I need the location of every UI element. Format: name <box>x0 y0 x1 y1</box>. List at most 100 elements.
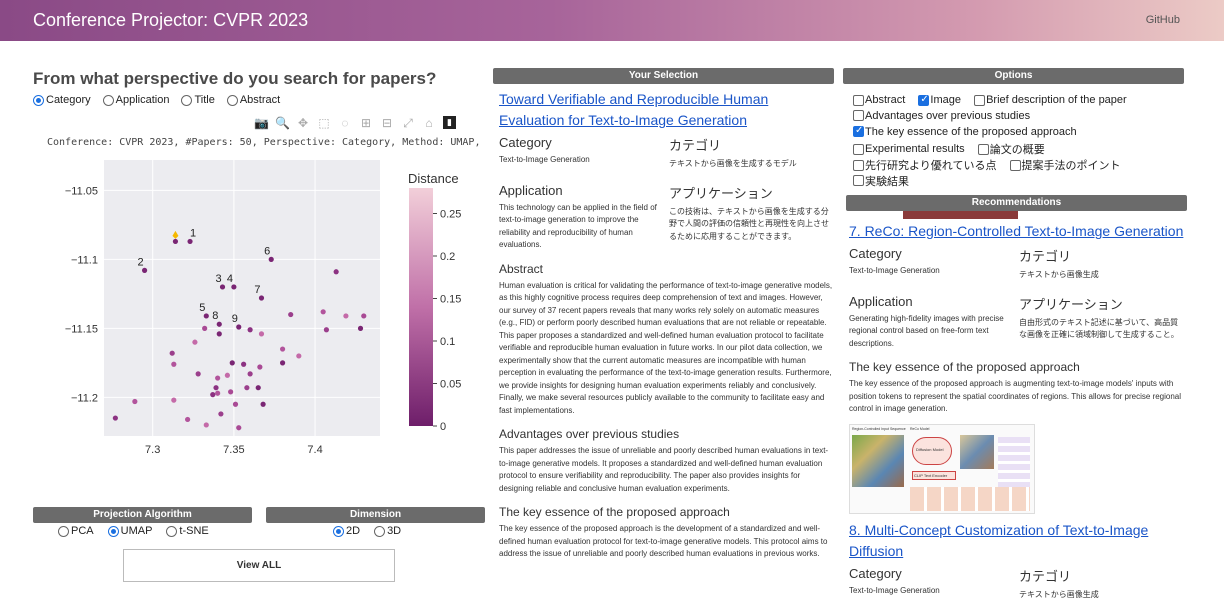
data-point[interactable] <box>323 327 330 333</box>
data-point[interactable] <box>296 353 302 359</box>
checkbox-box[interactable] <box>974 94 986 106</box>
labeled-data-point[interactable] <box>187 238 193 245</box>
data-point[interactable] <box>171 397 177 403</box>
box-select-icon[interactable]: ⬚ <box>318 116 330 130</box>
option-image-checkbox[interactable]: Image <box>918 94 961 106</box>
perspective-title-radio[interactable]: Title <box>181 94 215 106</box>
scatter-plot[interactable]: −11.05 −11.1 −11.15 −11.2 7.3 7.35 7.4 1 2 3 4 5 6… <box>0 158 470 458</box>
option-results-jp-checkbox[interactable]: 実験結果 <box>853 173 909 189</box>
data-point[interactable] <box>218 411 224 417</box>
checkbox-box[interactable] <box>1009 159 1021 171</box>
option-key-points-jp-checkbox[interactable]: 提案手法のポイント <box>1009 157 1121 173</box>
data-point[interactable] <box>288 311 294 318</box>
lasso-icon[interactable]: ◌ <box>341 116 349 130</box>
projection-pca-radio[interactable]: PCA <box>58 525 94 537</box>
autoscale-icon[interactable]: ⤢ <box>403 116 413 130</box>
checkbox-box[interactable] <box>853 175 864 187</box>
checkbox-box[interactable] <box>853 110 864 122</box>
recommendation-title[interactable]: 8. Multi-Concept Customization of Text-t… <box>849 521 1149 559</box>
data-point[interactable] <box>247 327 253 333</box>
data-point[interactable] <box>241 361 247 367</box>
zoom-out-icon[interactable]: ⊟ <box>381 116 393 130</box>
data-point[interactable] <box>244 385 250 391</box>
labeled-data-point[interactable] <box>219 284 226 290</box>
zoom-icon[interactable]: 🔍 <box>275 116 290 130</box>
pan-icon[interactable]: ✥ <box>297 116 309 130</box>
plotly-logo-icon[interactable]: ▮ <box>443 116 456 129</box>
projection-umap-radio[interactable]: UMAP <box>107 525 152 537</box>
radio-dot[interactable] <box>374 525 386 537</box>
data-point[interactable] <box>228 389 234 395</box>
data-point[interactable] <box>216 331 222 337</box>
data-point[interactable] <box>232 401 239 407</box>
checkbox-box[interactable] <box>853 143 864 155</box>
selected-point-marker[interactable] <box>172 230 179 239</box>
projection-tsne-radio[interactable]: t-SNE <box>166 525 209 537</box>
data-point[interactable] <box>213 385 219 391</box>
radio-dot[interactable] <box>166 525 178 537</box>
data-point[interactable] <box>195 371 201 377</box>
data-points[interactable] <box>112 230 367 431</box>
plot-area[interactable] <box>104 160 380 436</box>
radio-dot[interactable] <box>107 525 119 537</box>
data-point[interactable] <box>257 364 263 370</box>
data-point[interactable] <box>112 415 118 421</box>
option-key-essence-checkbox[interactable]: The key essence of the proposed approach <box>853 125 1077 138</box>
data-point[interactable] <box>215 375 221 381</box>
checkbox-box[interactable] <box>977 143 989 155</box>
data-point[interactable] <box>169 350 175 356</box>
dimension-3d-radio[interactable]: 3D <box>374 525 401 537</box>
radio-dot[interactable] <box>58 525 69 537</box>
data-point[interactable] <box>192 339 198 345</box>
radio-dot[interactable] <box>181 94 193 106</box>
data-point[interactable] <box>210 392 216 398</box>
labeled-data-point[interactable] <box>203 313 209 319</box>
checkbox-box[interactable] <box>853 94 864 106</box>
radio-dot[interactable] <box>102 94 114 106</box>
data-point[interactable] <box>258 331 265 337</box>
labeled-data-point[interactable] <box>141 267 148 273</box>
radio-dot[interactable] <box>226 94 238 106</box>
labeled-data-point[interactable] <box>216 321 222 327</box>
perspective-application-radio[interactable]: Application <box>102 94 169 106</box>
data-point[interactable] <box>343 313 349 319</box>
option-experimental-results-checkbox[interactable]: Experimental results <box>853 143 965 155</box>
data-point[interactable] <box>229 360 235 366</box>
dimension-2d-radio[interactable]: 2D <box>333 525 360 537</box>
data-point[interactable] <box>202 325 208 331</box>
data-point[interactable] <box>171 361 177 367</box>
data-point[interactable] <box>361 313 367 319</box>
checkbox-box[interactable] <box>918 94 930 106</box>
data-point[interactable] <box>224 372 230 378</box>
data-point[interactable] <box>279 360 286 366</box>
data-point[interactable] <box>185 416 191 423</box>
data-point[interactable] <box>357 325 364 331</box>
data-point[interactable] <box>203 422 209 428</box>
labeled-data-point[interactable] <box>268 256 274 262</box>
perspective-category-radio[interactable]: Category <box>33 94 91 106</box>
labeled-data-point[interactable] <box>231 284 237 290</box>
data-point[interactable] <box>320 309 326 315</box>
recommendation-title[interactable]: 7. ReCo: Region-Controlled Text-to-Image… <box>849 223 1184 239</box>
data-point[interactable] <box>247 371 253 377</box>
option-advantages-checkbox[interactable]: Advantages over previous studies <box>853 110 1030 122</box>
data-point[interactable] <box>172 238 179 245</box>
data-point[interactable] <box>132 398 138 405</box>
view-all-button[interactable]: View ALL <box>123 549 395 582</box>
option-abstract-checkbox[interactable]: Abstract <box>853 94 905 106</box>
labeled-data-point[interactable] <box>236 324 242 330</box>
radio-dot[interactable] <box>333 525 344 537</box>
labeled-data-point[interactable] <box>258 295 265 301</box>
zoom-in-icon[interactable]: ⊞ <box>360 116 372 130</box>
option-advantages-jp-checkbox[interactable]: 先行研究より優れている点 <box>853 157 996 173</box>
camera-icon[interactable]: 📷 <box>254 116 269 130</box>
data-point[interactable] <box>260 401 266 407</box>
github-link[interactable]: GitHub <box>1145 14 1180 26</box>
checkbox-box[interactable] <box>853 159 864 171</box>
checkbox-box[interactable] <box>853 125 864 138</box>
data-point[interactable] <box>236 425 242 431</box>
data-point[interactable] <box>215 390 221 396</box>
perspective-abstract-radio[interactable]: Abstract <box>226 94 280 106</box>
selected-paper-title[interactable]: Toward Verifiable and Reproducible Human… <box>499 91 769 128</box>
data-point[interactable] <box>333 269 339 275</box>
